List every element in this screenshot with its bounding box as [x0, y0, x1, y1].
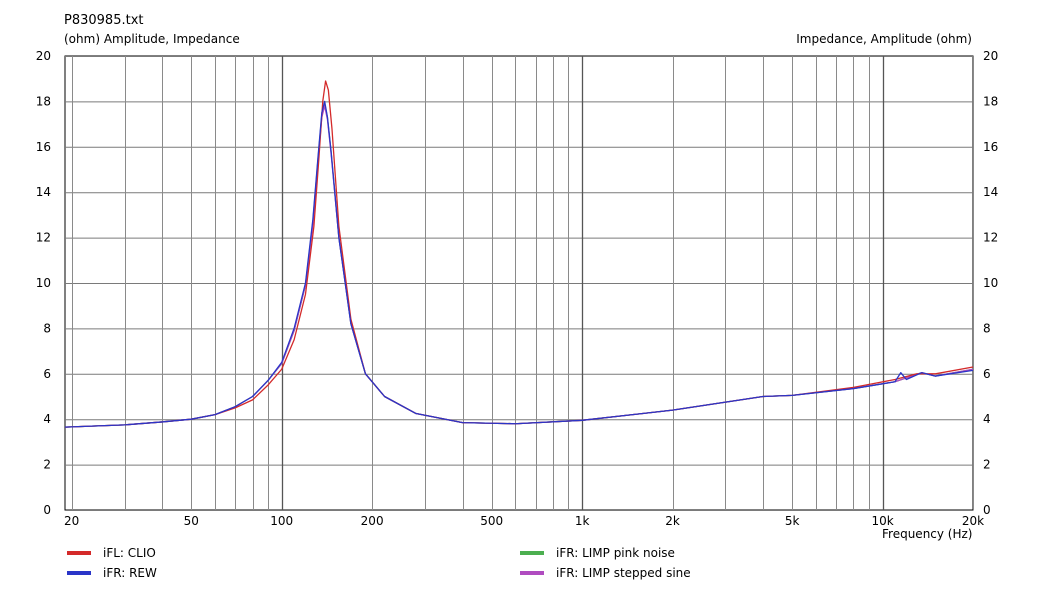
x-tick-label: 5k: [785, 514, 800, 528]
y-tick-label-left: 6: [43, 367, 51, 381]
y-tick-label-left: 2: [43, 458, 51, 472]
y-tick-label-right: 2: [983, 458, 991, 472]
legend-item-limp-stepped-sine: iFR: LIMP stepped sine: [520, 566, 691, 580]
right-axis-label: Impedance, Amplitude (ohm): [796, 32, 972, 46]
x-tick-label: 50: [184, 514, 199, 528]
legend-swatch-limp-pink-noise: [520, 551, 544, 555]
y-tick-label-right: 16: [983, 140, 998, 154]
legend-item-limp-pink-noise: iFR: LIMP pink noise: [520, 546, 675, 560]
x-tick-label: 100: [270, 514, 293, 528]
x-tick-label: 20k: [962, 514, 984, 528]
y-tick-label-right: 12: [983, 231, 998, 245]
y-tick-label-right: 4: [983, 412, 991, 426]
y-tick-label-right: 0: [983, 503, 991, 517]
chart-title: P830985.txt: [64, 13, 144, 28]
y-tick-label-right: 14: [983, 185, 998, 199]
legend-swatch-limp-stepped-sine: [520, 571, 544, 575]
x-axis-label: Frequency (Hz): [882, 527, 973, 541]
x-tick-label: 20: [64, 514, 79, 528]
y-tick-label-left: 12: [36, 231, 51, 245]
x-tick-label: 500: [480, 514, 503, 528]
legend-item-clio: iFL: CLIO: [67, 546, 156, 560]
y-tick-label-left: 14: [36, 185, 51, 199]
legend-label-clio: iFL: CLIO: [103, 546, 156, 560]
y-tick-label-right: 10: [983, 276, 998, 290]
legend-label-limp-pink-noise: iFR: LIMP pink noise: [556, 546, 675, 560]
x-tick-label: 200: [361, 514, 384, 528]
y-tick-label-right: 18: [983, 94, 998, 108]
y-tick-label-left: 0: [43, 503, 51, 517]
y-tick-label-left: 16: [36, 140, 51, 154]
left-axis-label: (ohm) Amplitude, Impedance: [64, 32, 240, 46]
legend-label-limp-stepped-sine: iFR: LIMP stepped sine: [556, 566, 691, 580]
legend-swatch-clio: [67, 551, 91, 555]
y-tick-label-right: 20: [983, 49, 998, 63]
x-tick-label: 2k: [665, 514, 680, 528]
y-tick-label-right: 8: [983, 321, 991, 335]
y-tick-label-left: 18: [36, 94, 51, 108]
legend-label-rew: iFR: REW: [103, 566, 157, 580]
x-tick-label: 10k: [871, 514, 893, 528]
y-tick-label-left: 10: [36, 276, 51, 290]
series-line-ifr-rew: [64, 100, 974, 428]
legend-item-rew: iFR: REW: [67, 566, 157, 580]
y-tick-label-left: 20: [36, 49, 51, 63]
y-tick-label-left: 8: [43, 321, 51, 335]
legend-swatch-rew: [67, 571, 91, 575]
y-tick-label-left: 4: [43, 412, 51, 426]
x-tick-label: 1k: [575, 514, 590, 528]
y-tick-label-right: 6: [983, 367, 991, 381]
